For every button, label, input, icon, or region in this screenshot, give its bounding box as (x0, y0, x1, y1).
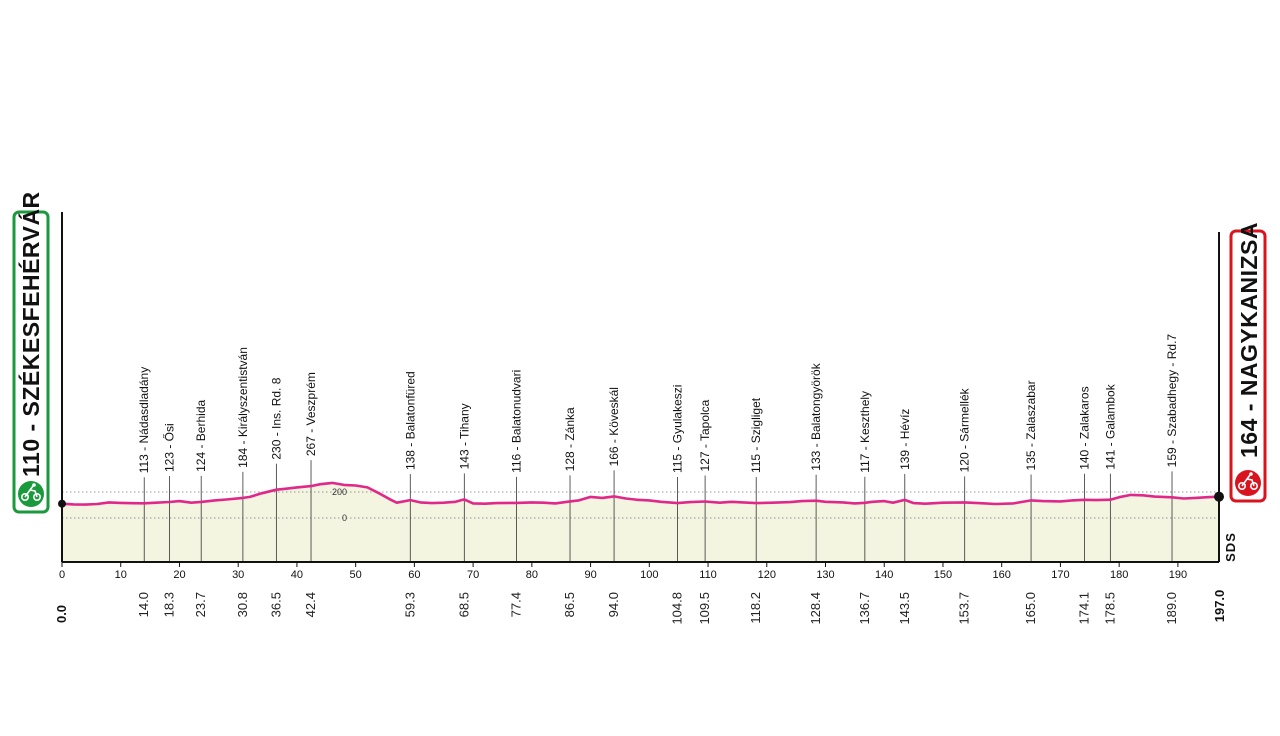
waypoint-km-label: 118.2 (748, 592, 763, 624)
start-icon-circle (18, 481, 44, 507)
waypoint-label: 115 - Gyulakeszi (671, 385, 685, 473)
waypoint-label: 166 - Köveskál (607, 387, 621, 466)
finish-city-label: 164 - NAGYKANIZSA (1236, 222, 1262, 458)
waypoint-label: 117 - Keszthely (858, 391, 872, 473)
waypoint-km-label: 143.5 (897, 592, 912, 625)
x-tick-label: 190 (1169, 569, 1187, 581)
waypoint-km-label: 178.5 (1102, 592, 1117, 625)
waypoint-km-label: 18.3 (161, 592, 176, 617)
x-tick-label: 140 (875, 569, 893, 581)
waypoint-label: 138 - Balatonfüred (403, 371, 417, 470)
waypoint-km-label: 174.1 (1077, 592, 1092, 625)
x-tick-label: 110 (699, 569, 717, 581)
waypoint-km-label: 14.0 (136, 592, 151, 617)
waypoint-km-label: 23.7 (193, 592, 208, 617)
x-tick-label: 120 (758, 569, 776, 581)
waypoint-label: 116 - Balatonudvari (510, 370, 524, 473)
altitude-tick-label: 200 (332, 487, 347, 497)
waypoint-label: 267 - Veszprém (304, 372, 318, 456)
waypoint-km-label: 77.4 (509, 592, 524, 617)
waypoint-label: 124 - Berhida (194, 400, 208, 472)
waypoint-label: 123 - Ősi (161, 423, 176, 472)
waypoint-km-label: 68.5 (456, 592, 471, 617)
finish-dot (1214, 491, 1224, 502)
start-cyclist-icon (18, 481, 44, 507)
finish-badge-frame (1229, 229, 1267, 503)
waypoint-km-label: 30.8 (235, 592, 250, 617)
finish-cyclist-icon (1235, 470, 1261, 496)
x-tick-label: 60 (408, 569, 420, 581)
waypoint-labels: 113 - Nádasdladány 123 - Ősi 124 - Berhida… (137, 334, 1179, 474)
x-tick-label: 20 (173, 569, 185, 581)
waypoint-label: 135 - Zalaszabar (1024, 380, 1038, 470)
x-tick-label: 180 (1110, 569, 1128, 581)
waypoint-label: 120 - Sármellék (958, 387, 972, 472)
x-tick-label: 40 (291, 569, 303, 581)
waypoint-label: 133 - Balatongyörök (809, 362, 823, 470)
waypoint-label: 184 - Királyszentistván (236, 347, 250, 468)
x-tick-label: 90 (584, 569, 596, 581)
profile-line (61, 481, 1220, 506)
x-tick-label: 30 (232, 569, 244, 581)
waypoint-km-label: 109.5 (697, 592, 712, 625)
start-badge: 110 - SZÉKESFEHÉRVÁR (12, 191, 50, 514)
brand-logo: SDS (1223, 532, 1238, 562)
waypoint-label: 115 - Szigliget (749, 397, 763, 473)
waypoint-label: 113 - Nádasdladány (137, 367, 151, 474)
finish-badge: 164 - NAGYKANIZSA (1229, 222, 1267, 503)
altitude-tick-label: 0 (342, 513, 347, 523)
waypoint-km-label: 36.5 (268, 592, 283, 617)
x-tick-label: 150 (934, 569, 952, 581)
waypoint-km-label: 153.7 (957, 592, 972, 625)
x-tick-label: 50 (350, 569, 362, 581)
waypoint-label: 143 - Tihany (457, 403, 471, 469)
x-axis-ticks: 0 10 20 30 40 50 60 70 80 90 100 110 120 130 140 150 160… (59, 562, 1187, 581)
waypoint-label: 230 - Ins. Rd. 8 (269, 377, 283, 459)
start-dot (58, 499, 66, 508)
start-city-label: 110 - SZÉKESFEHÉRVÁR (17, 191, 44, 477)
profile-area-fill (62, 482, 1219, 562)
finish-icon-circle (1235, 470, 1261, 496)
x-tick-label: 160 (993, 569, 1011, 581)
waypoint-label: 139 - Hévíz (898, 409, 912, 470)
x-tick-label: 70 (467, 569, 479, 581)
start-badge-frame (12, 210, 50, 514)
waypoint-km-label: 128.4 (808, 592, 823, 625)
waypoint-km-label: 189.0 (1164, 592, 1179, 625)
waypoint-label: 128 - Zánka (563, 407, 577, 471)
altitude-gridlines (62, 491, 1219, 519)
waypoint-km-label: 59.3 (402, 592, 417, 617)
waypoint-label: 141 - Galambok (1103, 383, 1117, 469)
x-tick-label: 170 (1051, 569, 1069, 581)
finish-km-label: 197.0 (1212, 590, 1227, 623)
waypoint-km-label: 42.4 (303, 592, 318, 617)
waypoint-label: 159 - Szabadhegy - Rd.7 (1165, 334, 1179, 468)
waypoint-label: 127 - Tapolca (698, 399, 712, 471)
x-tick-label: 130 (816, 569, 834, 581)
x-tick-label: 100 (640, 569, 658, 581)
waypoint-km-label: 104.8 (670, 592, 685, 625)
start-km-label: 0.0 (54, 605, 69, 623)
waypoint-km-label: 136.7 (857, 592, 872, 625)
waypoint-label: 140 - Zalakaros (1078, 386, 1092, 469)
x-tick-label: 80 (526, 569, 538, 581)
waypoint-km-label: 86.5 (562, 592, 577, 617)
waypoint-km-labels: 14.0 18.3 23.7 30.8 36.5 42.4 59.3 68.5 77.4 86.5… (136, 592, 1179, 625)
x-tick-label: 0 (59, 569, 65, 581)
waypoint-km-label: 94.0 (606, 592, 621, 617)
waypoint-lines (143, 460, 1173, 562)
x-tick-label: 10 (115, 569, 127, 581)
waypoint-km-label: 165.0 (1023, 592, 1038, 625)
